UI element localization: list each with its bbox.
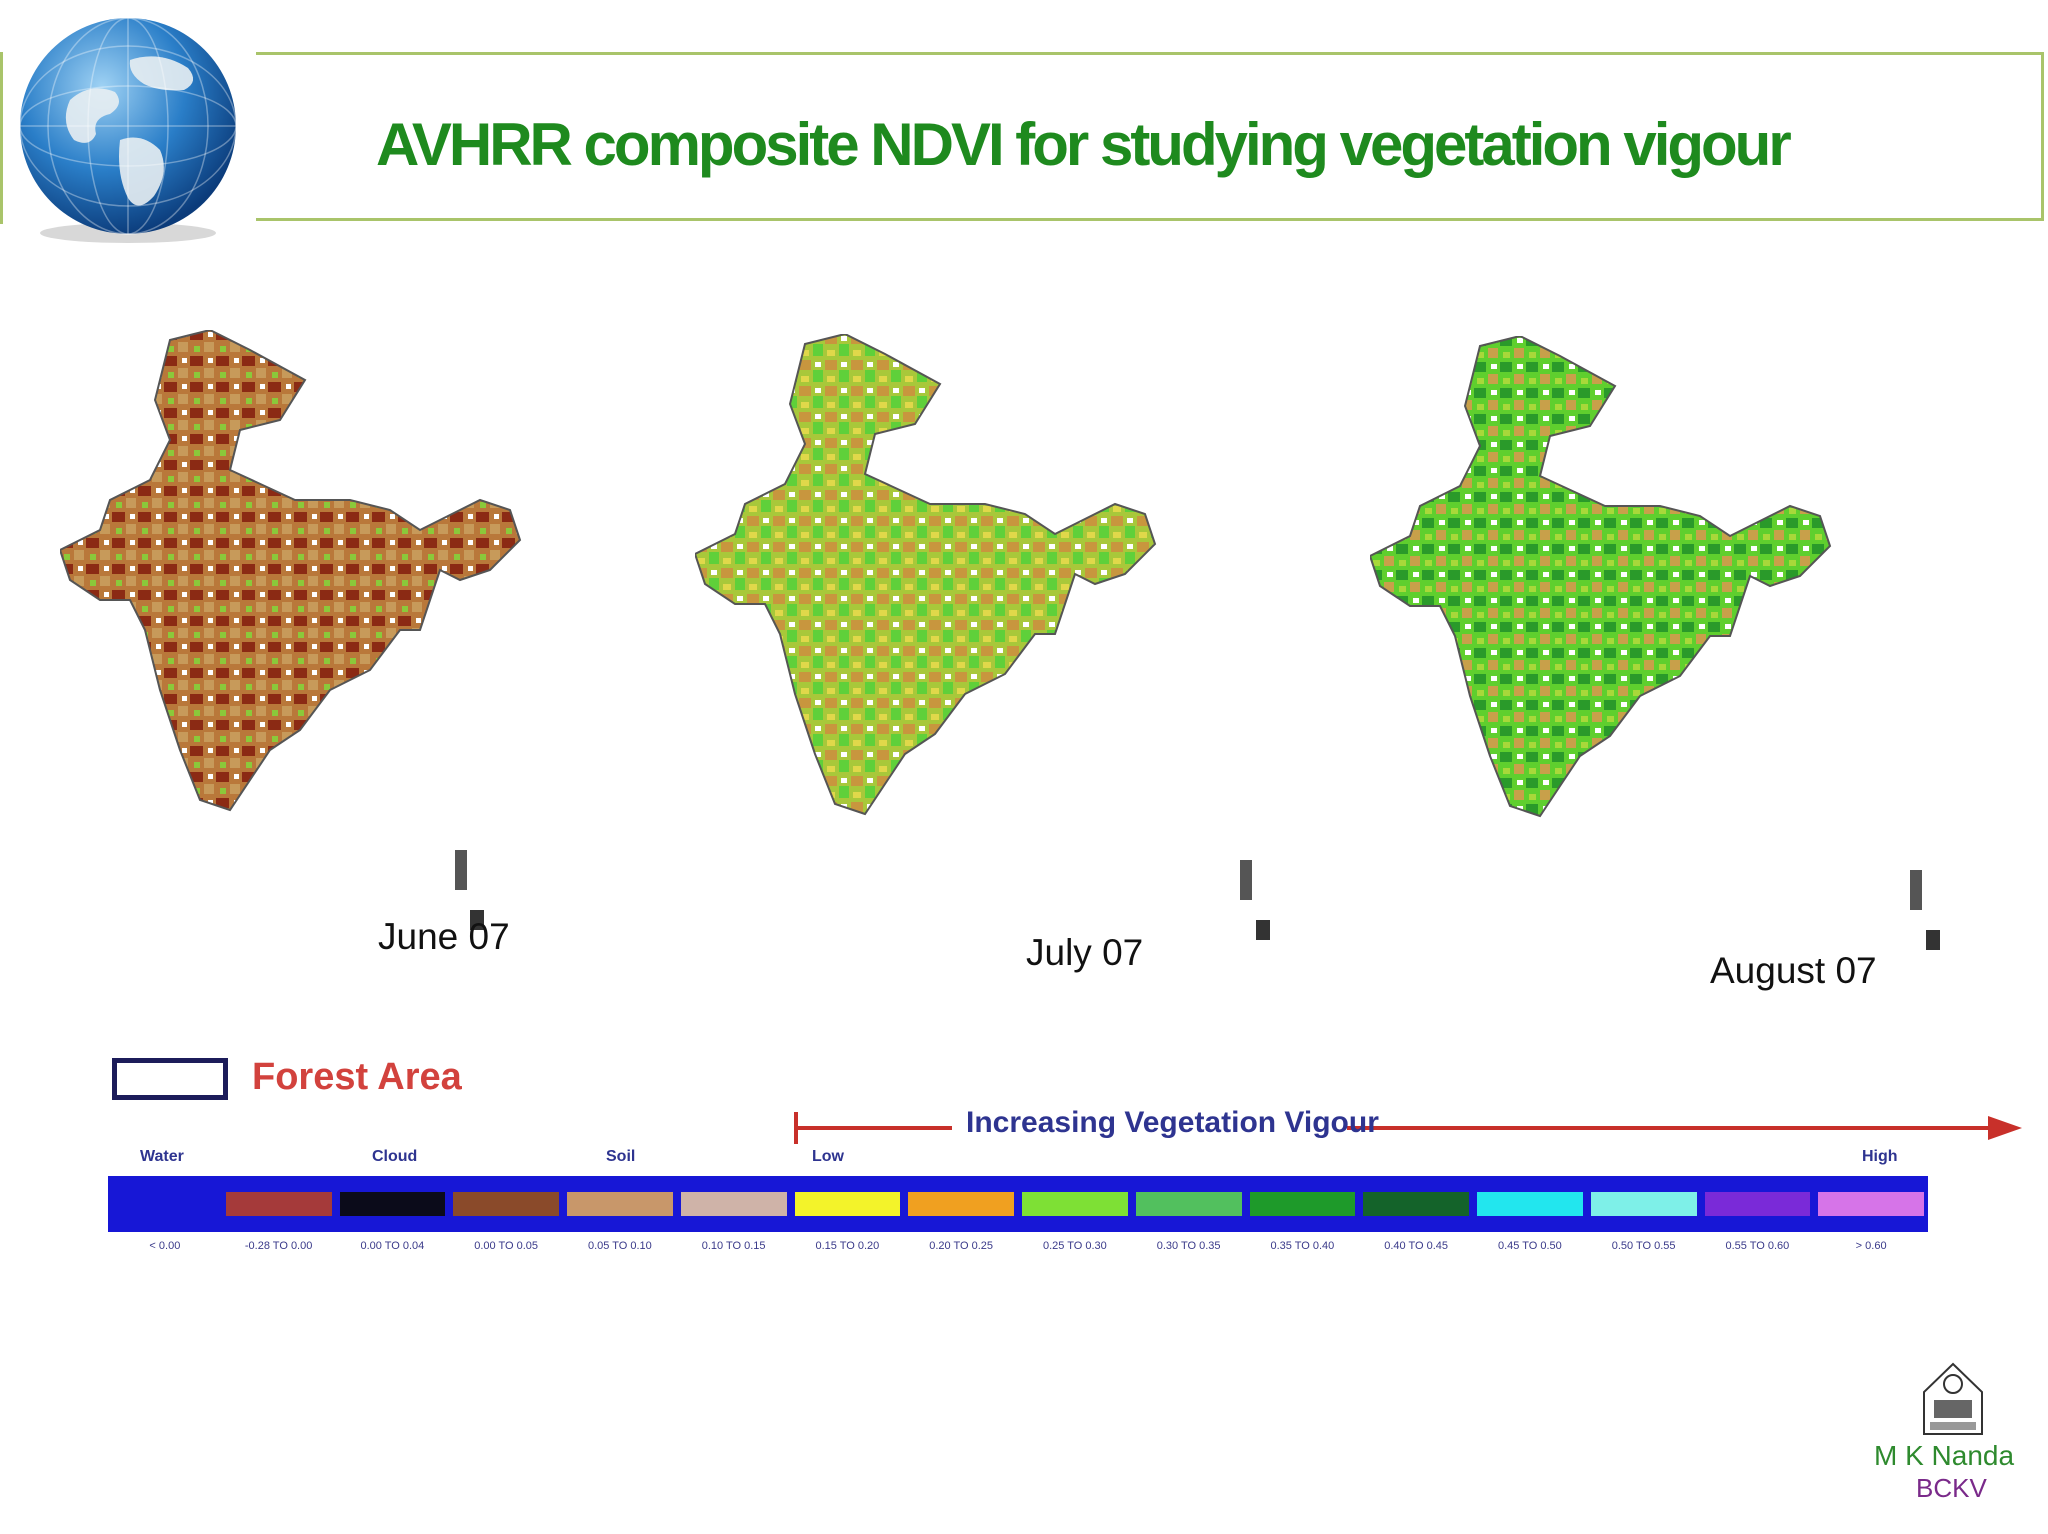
- legend-range-label: 0.10 TO 0.15: [701, 1240, 766, 1252]
- legend-swatch: [1704, 1192, 1811, 1216]
- organization-name: BCKV: [1916, 1473, 1987, 1503]
- legend-range-label: 0.35 TO 0.40: [1270, 1240, 1335, 1252]
- legend-range-label: 0.30 TO 0.35: [1156, 1240, 1221, 1252]
- bckv-logo: [1923, 1362, 1983, 1435]
- map-june: [60, 330, 521, 930]
- map-label-august: August 07: [1710, 950, 1877, 991]
- vigour-arrow: [794, 1112, 2022, 1144]
- legend-range-label: 0.15 TO 0.20: [815, 1240, 880, 1252]
- legend-swatch: [1818, 1192, 1924, 1216]
- legend-range-label: 0.50 TO 0.55: [1611, 1240, 1676, 1252]
- category-cloud: Cloud: [372, 1148, 418, 1165]
- ndvi-legend: Forest Area Increasing Vegetation Vigour…: [108, 1022, 2022, 1252]
- legend-swatch: [567, 1192, 673, 1216]
- forest-area-swatch: [112, 1058, 228, 1100]
- author-name: M K Nanda: [1874, 1440, 2015, 1471]
- category-high: High: [1862, 1148, 1898, 1165]
- map-july: [695, 334, 1270, 940]
- legend-swatch: [680, 1192, 787, 1216]
- legend-range-label: 0.55 TO 0.60: [1725, 1240, 1790, 1252]
- legend-swatch: [1135, 1192, 1242, 1216]
- category-soil: Soil: [606, 1148, 636, 1165]
- slide-title: AVHRR composite NDVI for studying vegeta…: [376, 111, 1792, 178]
- forest-area-label: Forest Area: [252, 1056, 462, 1098]
- legend-range-label: 0.25 TO 0.30: [1042, 1240, 1107, 1252]
- legend-range-label: 0.45 TO 0.50: [1497, 1240, 1562, 1252]
- map-label-july: July 07: [1026, 932, 1144, 973]
- legend-range-label: 0.00 TO 0.04: [360, 1240, 425, 1252]
- legend-swatch: [1249, 1192, 1356, 1216]
- legend-range-label: 0.40 TO 0.45: [1384, 1240, 1449, 1252]
- vigour-label: Increasing Vegetation Vigour: [966, 1106, 1379, 1139]
- category-low: Low: [812, 1148, 844, 1165]
- category-water: Water: [140, 1148, 184, 1165]
- legend-swatch: [908, 1192, 1014, 1216]
- legend-swatch: [339, 1192, 446, 1216]
- legend-swatch: [1363, 1192, 1469, 1216]
- map-august: [1370, 336, 1940, 950]
- legend-swatch: [453, 1192, 559, 1216]
- left-accent-bar: [0, 52, 3, 224]
- globe-icon: [19, 17, 237, 243]
- title-frame: [256, 52, 2044, 221]
- legend-range-label: 0.05 TO 0.10: [587, 1240, 652, 1252]
- legend-swatch: [1022, 1192, 1128, 1216]
- range-labels: < 0.00 -0.28 TO 0.00 0.00 TO 0.04 0.00 TO 0…: [108, 1240, 1928, 1252]
- legend-swatch: [225, 1192, 332, 1216]
- ndvi-maps: [60, 330, 1940, 950]
- legend-range-label: 0.20 TO 0.25: [929, 1240, 994, 1252]
- legend-range-label: < 0.00: [149, 1240, 181, 1252]
- legend-range-label: -0.28 TO 0.00: [244, 1240, 313, 1252]
- map-label-june: June 07: [378, 916, 510, 957]
- legend-swatch: [794, 1192, 901, 1216]
- legend-range-label: > 0.60: [1855, 1240, 1887, 1252]
- legend-swatch: [1477, 1192, 1583, 1216]
- color-scale-bar: [108, 1176, 1928, 1232]
- legend-range-label: 0.00 TO 0.05: [474, 1240, 539, 1252]
- legend-swatch: [1590, 1192, 1697, 1216]
